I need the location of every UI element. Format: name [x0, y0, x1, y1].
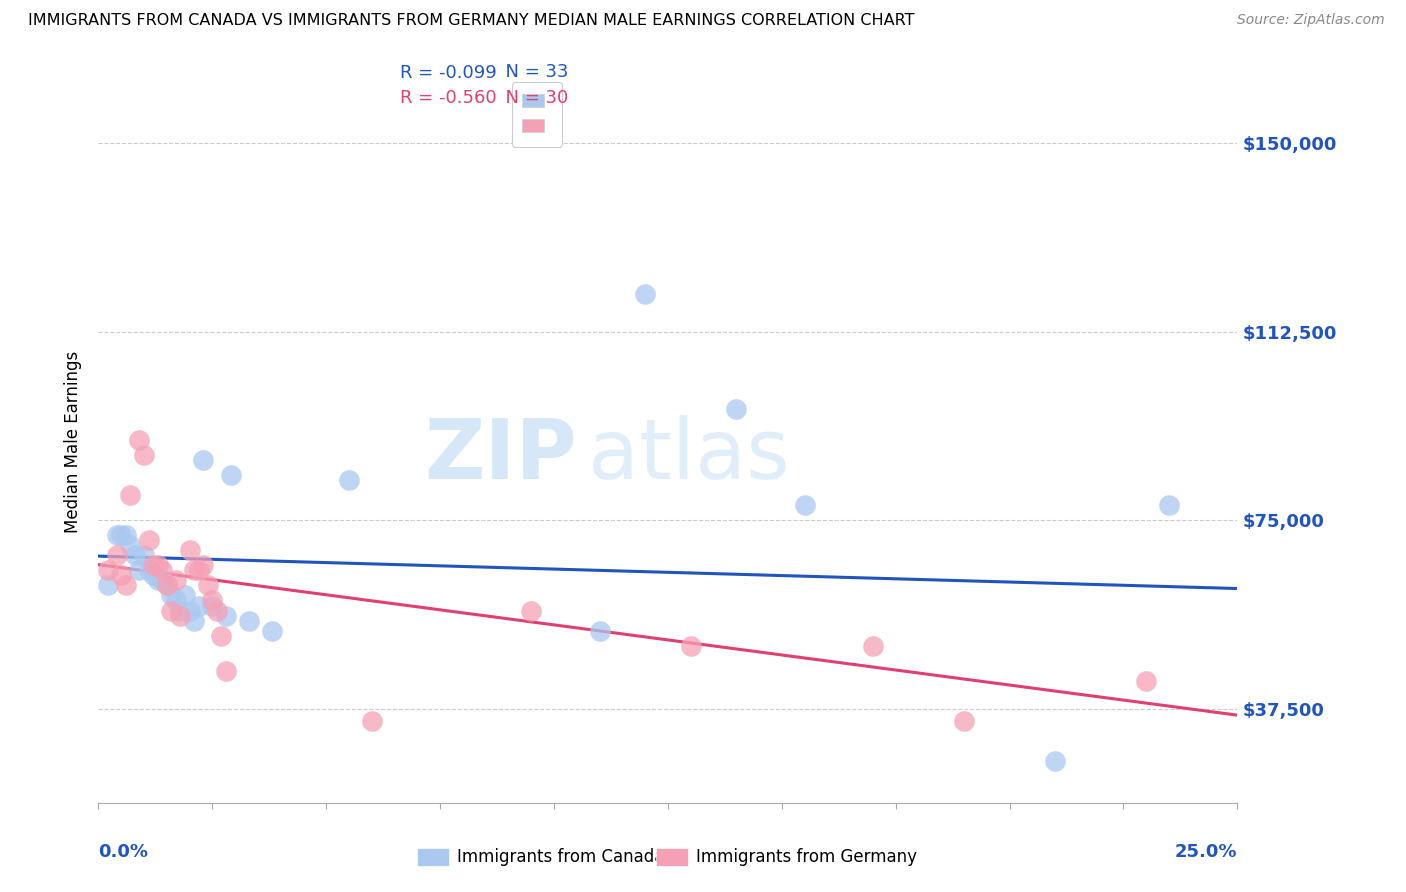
FancyBboxPatch shape: [418, 848, 449, 865]
Point: [165, 593, 187, 607]
Legend: , : ,: [512, 82, 562, 147]
Point: [138, 533, 160, 548]
Point: [1157, 498, 1180, 512]
Y-axis label: Median Male Earnings: Median Male Earnings: [65, 351, 83, 533]
Point: [146, 574, 169, 588]
Point: [105, 548, 128, 562]
Point: [128, 563, 150, 577]
Point: [114, 578, 136, 592]
Point: [124, 548, 146, 562]
Point: [197, 578, 219, 592]
Text: Immigrants from Germany: Immigrants from Germany: [696, 848, 917, 866]
Point: [337, 473, 360, 487]
Text: IMMIGRANTS FROM CANADA VS IMMIGRANTS FROM GERMANY MEDIAN MALE EARNINGS CORRELATI: IMMIGRANTS FROM CANADA VS IMMIGRANTS FRO…: [28, 13, 915, 29]
Point: [360, 714, 382, 728]
Text: R = -0.560: R = -0.560: [401, 89, 496, 107]
Point: [209, 629, 232, 643]
Point: [238, 614, 260, 628]
Text: 0.0%: 0.0%: [98, 843, 149, 861]
Text: ZIP: ZIP: [425, 416, 576, 497]
Point: [1135, 673, 1157, 688]
Point: [260, 624, 283, 638]
Point: [160, 589, 183, 603]
Point: [183, 563, 205, 577]
Point: [146, 558, 169, 573]
Text: N = 30: N = 30: [494, 88, 568, 107]
Point: [193, 452, 215, 467]
Point: [183, 614, 205, 628]
Point: [156, 578, 179, 592]
Text: R = -0.099: R = -0.099: [401, 64, 496, 82]
Point: [96, 563, 118, 577]
Point: [953, 714, 976, 728]
Point: [179, 603, 201, 617]
Point: [142, 558, 165, 573]
Text: Immigrants from Canada: Immigrants from Canada: [457, 848, 665, 866]
Point: [187, 599, 209, 613]
Point: [165, 574, 187, 588]
Point: [193, 558, 215, 573]
Point: [120, 538, 142, 552]
Point: [169, 608, 191, 623]
Point: [205, 603, 228, 617]
Point: [169, 603, 191, 617]
Point: [110, 568, 132, 582]
Text: Source: ZipAtlas.com: Source: ZipAtlas.com: [1237, 13, 1385, 28]
Point: [215, 608, 238, 623]
Point: [114, 528, 136, 542]
Point: [520, 603, 543, 617]
Point: [725, 402, 748, 417]
Point: [174, 589, 197, 603]
Text: atlas: atlas: [588, 416, 790, 497]
Point: [179, 543, 201, 558]
Point: [187, 563, 209, 577]
Point: [128, 433, 150, 447]
Point: [201, 593, 224, 607]
Point: [105, 528, 128, 542]
Point: [679, 639, 702, 653]
Point: [793, 498, 815, 512]
Point: [862, 639, 884, 653]
Point: [110, 528, 132, 542]
Point: [142, 568, 165, 582]
Text: N = 33: N = 33: [494, 63, 568, 81]
Point: [150, 574, 173, 588]
Point: [96, 578, 118, 592]
Point: [219, 467, 242, 482]
Text: 25.0%: 25.0%: [1175, 843, 1237, 861]
Point: [160, 603, 183, 617]
Point: [132, 548, 155, 562]
Point: [138, 563, 160, 577]
Point: [215, 664, 238, 678]
Point: [634, 286, 657, 301]
Point: [156, 578, 179, 592]
Point: [150, 563, 173, 577]
Point: [132, 448, 155, 462]
Point: [1043, 755, 1066, 769]
Point: [201, 599, 224, 613]
Point: [588, 624, 610, 638]
FancyBboxPatch shape: [657, 848, 689, 865]
Point: [120, 488, 142, 502]
